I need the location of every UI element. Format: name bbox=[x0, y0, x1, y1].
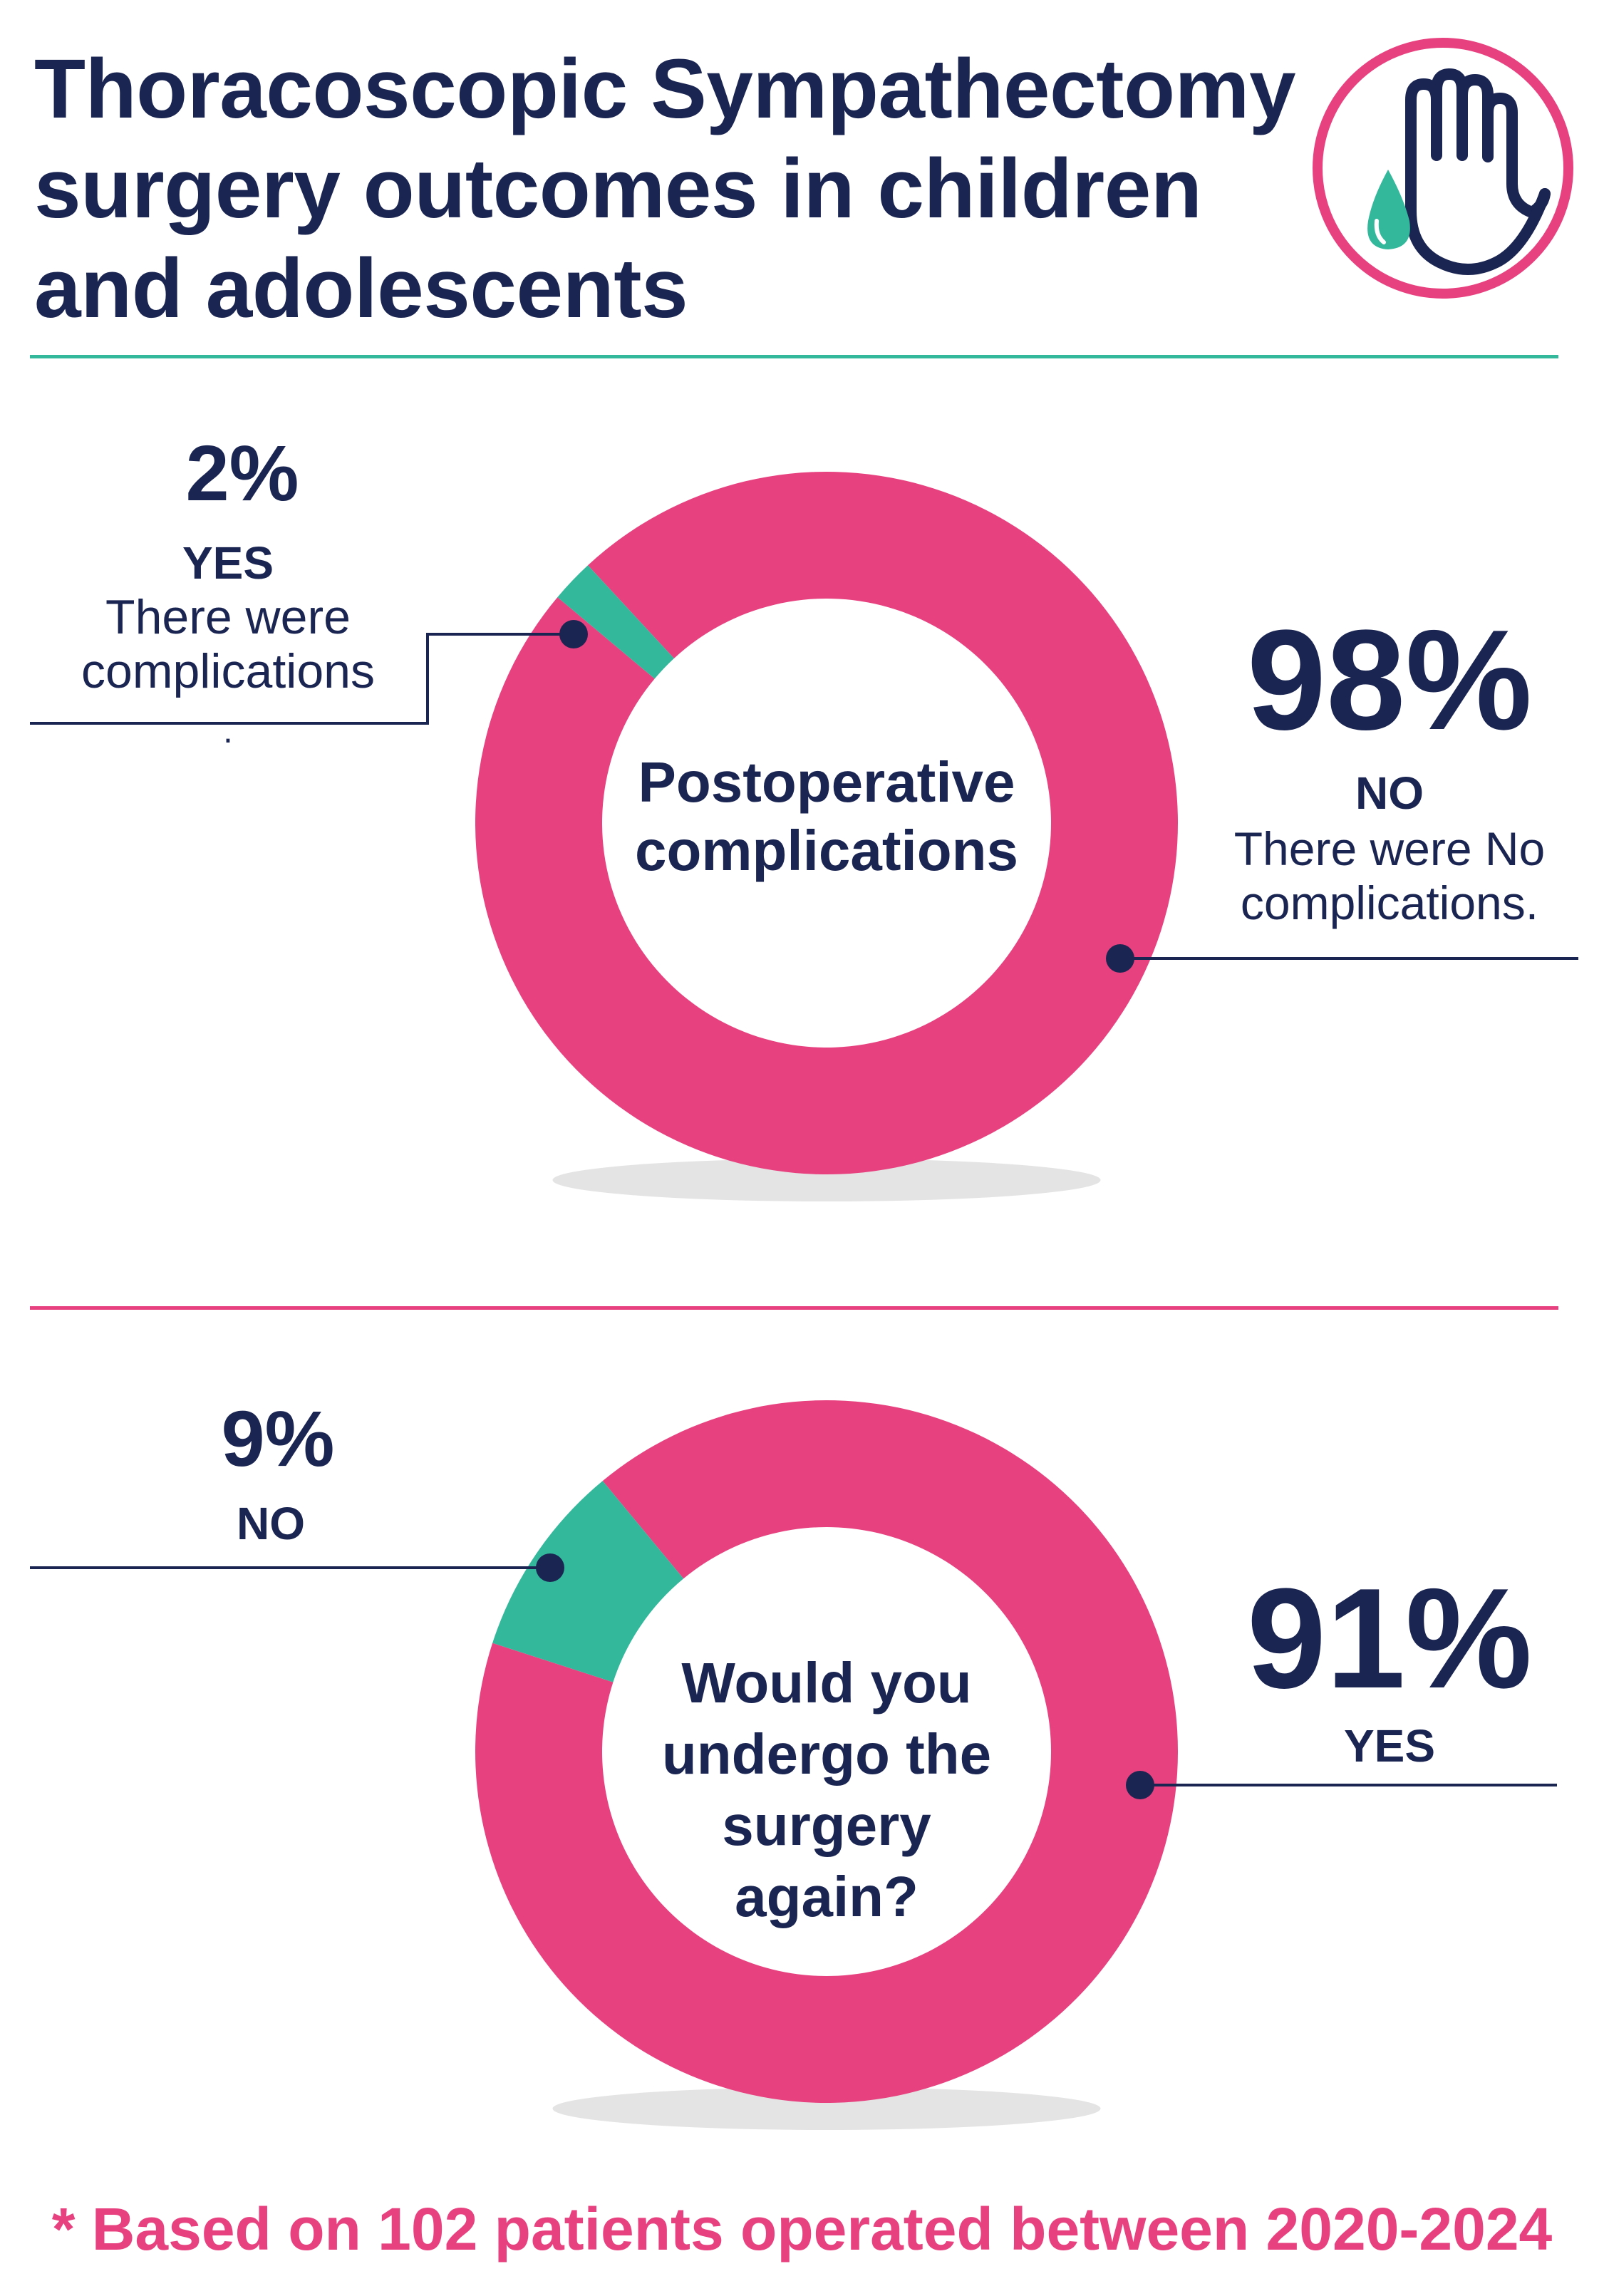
footnote: * Based on 102 patients operated between… bbox=[0, 2195, 1604, 2264]
chart2-center-line-4: again? bbox=[584, 1861, 1069, 1933]
chart2-center-label: Would you undergo the surgery again? bbox=[584, 1648, 1069, 1933]
chart2-yes-percent: 91% bbox=[1197, 1561, 1582, 1717]
chart2-no-percent: 9% bbox=[135, 1393, 420, 1486]
chart2-no-leader-dot bbox=[536, 1553, 564, 1582]
chart2-center-line-3: surgery bbox=[584, 1790, 1069, 1861]
chart2-center-line-2: undergo the bbox=[584, 1719, 1069, 1790]
chart2-center-line-1: Would you bbox=[584, 1648, 1069, 1719]
chart2-yes-label: YES bbox=[1254, 1719, 1525, 1773]
chart2-no-label: NO bbox=[143, 1496, 399, 1551]
chart2-yes-leader-dot bbox=[1126, 1771, 1154, 1799]
